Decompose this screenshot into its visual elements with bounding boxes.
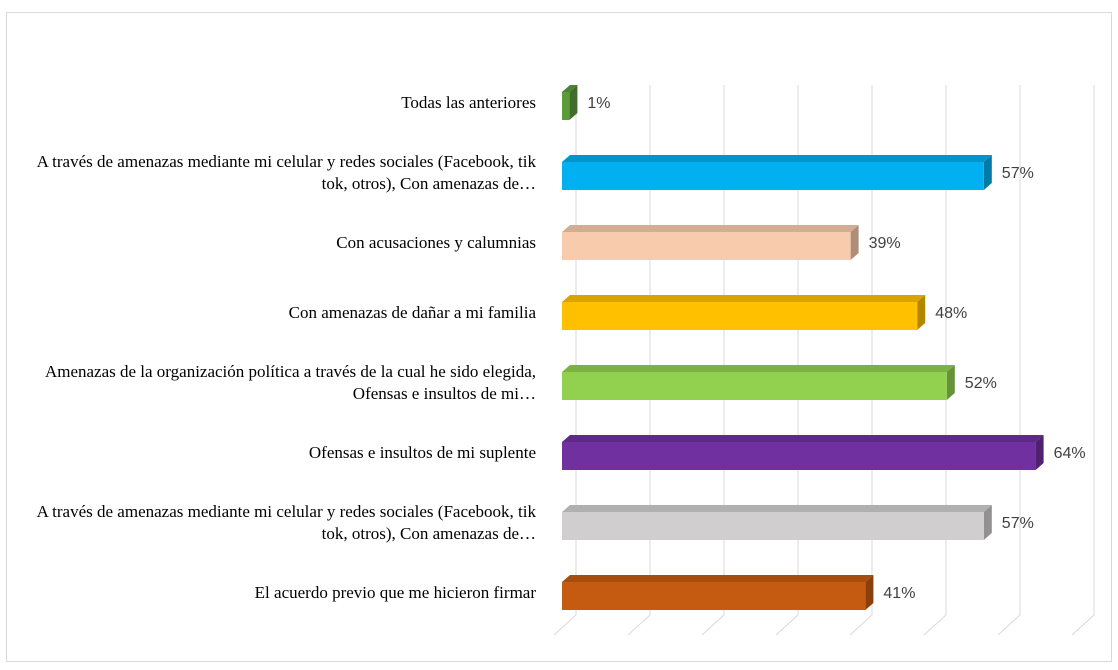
bar-side-face <box>569 85 578 120</box>
grid-floor-line <box>627 614 651 636</box>
bar-top-face <box>562 295 926 302</box>
value-label: 48% <box>935 305 967 322</box>
bar <box>562 442 1036 470</box>
grid-floor-line <box>553 614 577 636</box>
bar-side-face <box>865 575 874 610</box>
bar-side-face <box>850 225 859 260</box>
bar <box>562 372 947 400</box>
bar-side-face <box>917 295 926 330</box>
value-label: 39% <box>869 235 901 252</box>
bar <box>562 92 570 120</box>
value-label: 57% <box>1002 165 1034 182</box>
grid-floor-line <box>701 614 725 636</box>
category-label: El acuerdo previo que me hicieron firmar <box>254 583 536 602</box>
bar-top-face <box>562 155 992 162</box>
category-label: Ofensas e insultos de mi suplente <box>308 443 536 462</box>
grid-floor-line <box>997 614 1021 636</box>
chart-frame <box>6 12 1112 662</box>
grid-floor-line <box>923 614 947 636</box>
bar-top-face <box>562 85 578 92</box>
category-label: A través de amenazas mediante mi celular… <box>36 502 536 543</box>
bar-top-face <box>562 575 874 582</box>
bar-side-face <box>983 505 992 540</box>
bar-top-face <box>562 435 1044 442</box>
bar-top-face <box>562 505 992 512</box>
category-label: Con amenazas de dañar a mi familia <box>288 303 536 322</box>
value-label: 52% <box>965 375 997 392</box>
value-label: 41% <box>883 585 915 602</box>
bar <box>562 162 984 190</box>
bar-side-face <box>946 365 955 400</box>
bar-top-face <box>562 365 955 372</box>
value-label: 1% <box>587 95 610 112</box>
value-label: 57% <box>1002 515 1034 532</box>
category-label: Con acusaciones y calumnias <box>336 233 536 252</box>
grid-floor-line <box>775 614 799 636</box>
category-label: Todas las anteriores <box>401 93 536 112</box>
bar-side-face <box>1035 435 1044 470</box>
grid-floor-line <box>1071 614 1095 636</box>
bar <box>562 582 866 610</box>
bar <box>562 512 984 540</box>
category-label: Amenazas de la organización política a t… <box>44 362 536 403</box>
category-label: A través de amenazas mediante mi celular… <box>36 152 536 193</box>
value-label: 64% <box>1054 445 1086 462</box>
bar <box>562 302 918 330</box>
bar-top-face <box>562 225 859 232</box>
bar <box>562 232 851 260</box>
bar-side-face <box>983 155 992 190</box>
grid-floor-line <box>849 614 873 636</box>
